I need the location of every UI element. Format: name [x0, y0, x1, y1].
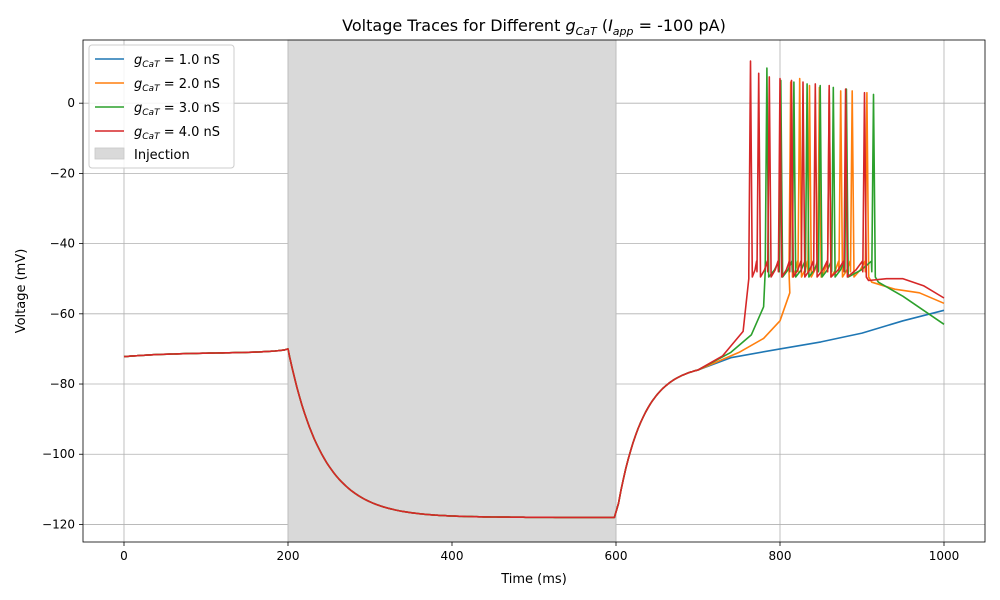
- plot-frame: [82, 39, 986, 543]
- y-tick-label: −60: [50, 307, 75, 321]
- legend-label-3: gCaT = 3.0 nS: [134, 101, 220, 118]
- series-line-4: [123, 60, 945, 519]
- x-tick-label: 600: [605, 549, 628, 563]
- legend-box: [88, 44, 235, 169]
- injection-shade-layer: [287, 39, 617, 543]
- x-tick-label: 400: [441, 549, 464, 563]
- y-tick-label: 0: [67, 96, 75, 110]
- x-tick-label: 200: [277, 549, 300, 563]
- injection-region: [287, 39, 617, 543]
- y-tick-label: −80: [50, 377, 75, 391]
- legend-label-1: gCaT = 1.0 nS: [134, 53, 220, 70]
- x-tick-label: 1000: [929, 549, 960, 563]
- legend: gCaT = 1.0 nS gCaT = 2.0 nS gCaT = 3.0 n…: [88, 44, 235, 169]
- y-tick-label: −120: [42, 517, 75, 531]
- legend-label-2: gCaT = 2.0 nS: [134, 77, 220, 94]
- legend-swatch-injection: [94, 147, 125, 160]
- y-tick-label: −20: [50, 166, 75, 180]
- y-axis-label: Voltage (mV): [14, 249, 29, 334]
- x-tick-label: 800: [769, 549, 792, 563]
- x-axis-label: Time (ms): [500, 572, 567, 587]
- y-tick-label: −100: [42, 447, 75, 461]
- legend-label-4: gCaT = 4.0 nS: [134, 125, 220, 142]
- series-layer: [123, 60, 945, 519]
- chart-title: Voltage Traces for Different gCaT (Iapp …: [342, 16, 726, 38]
- x-tick-label: 0: [120, 549, 128, 563]
- y-tick-label: −40: [50, 237, 75, 251]
- legend-label-injection: Injection: [134, 148, 190, 163]
- tick-layer: 0 200 400 600 800 1000 −120 −100 −80 −60 −40 −20 0: [42, 96, 959, 563]
- axes: [82, 39, 986, 543]
